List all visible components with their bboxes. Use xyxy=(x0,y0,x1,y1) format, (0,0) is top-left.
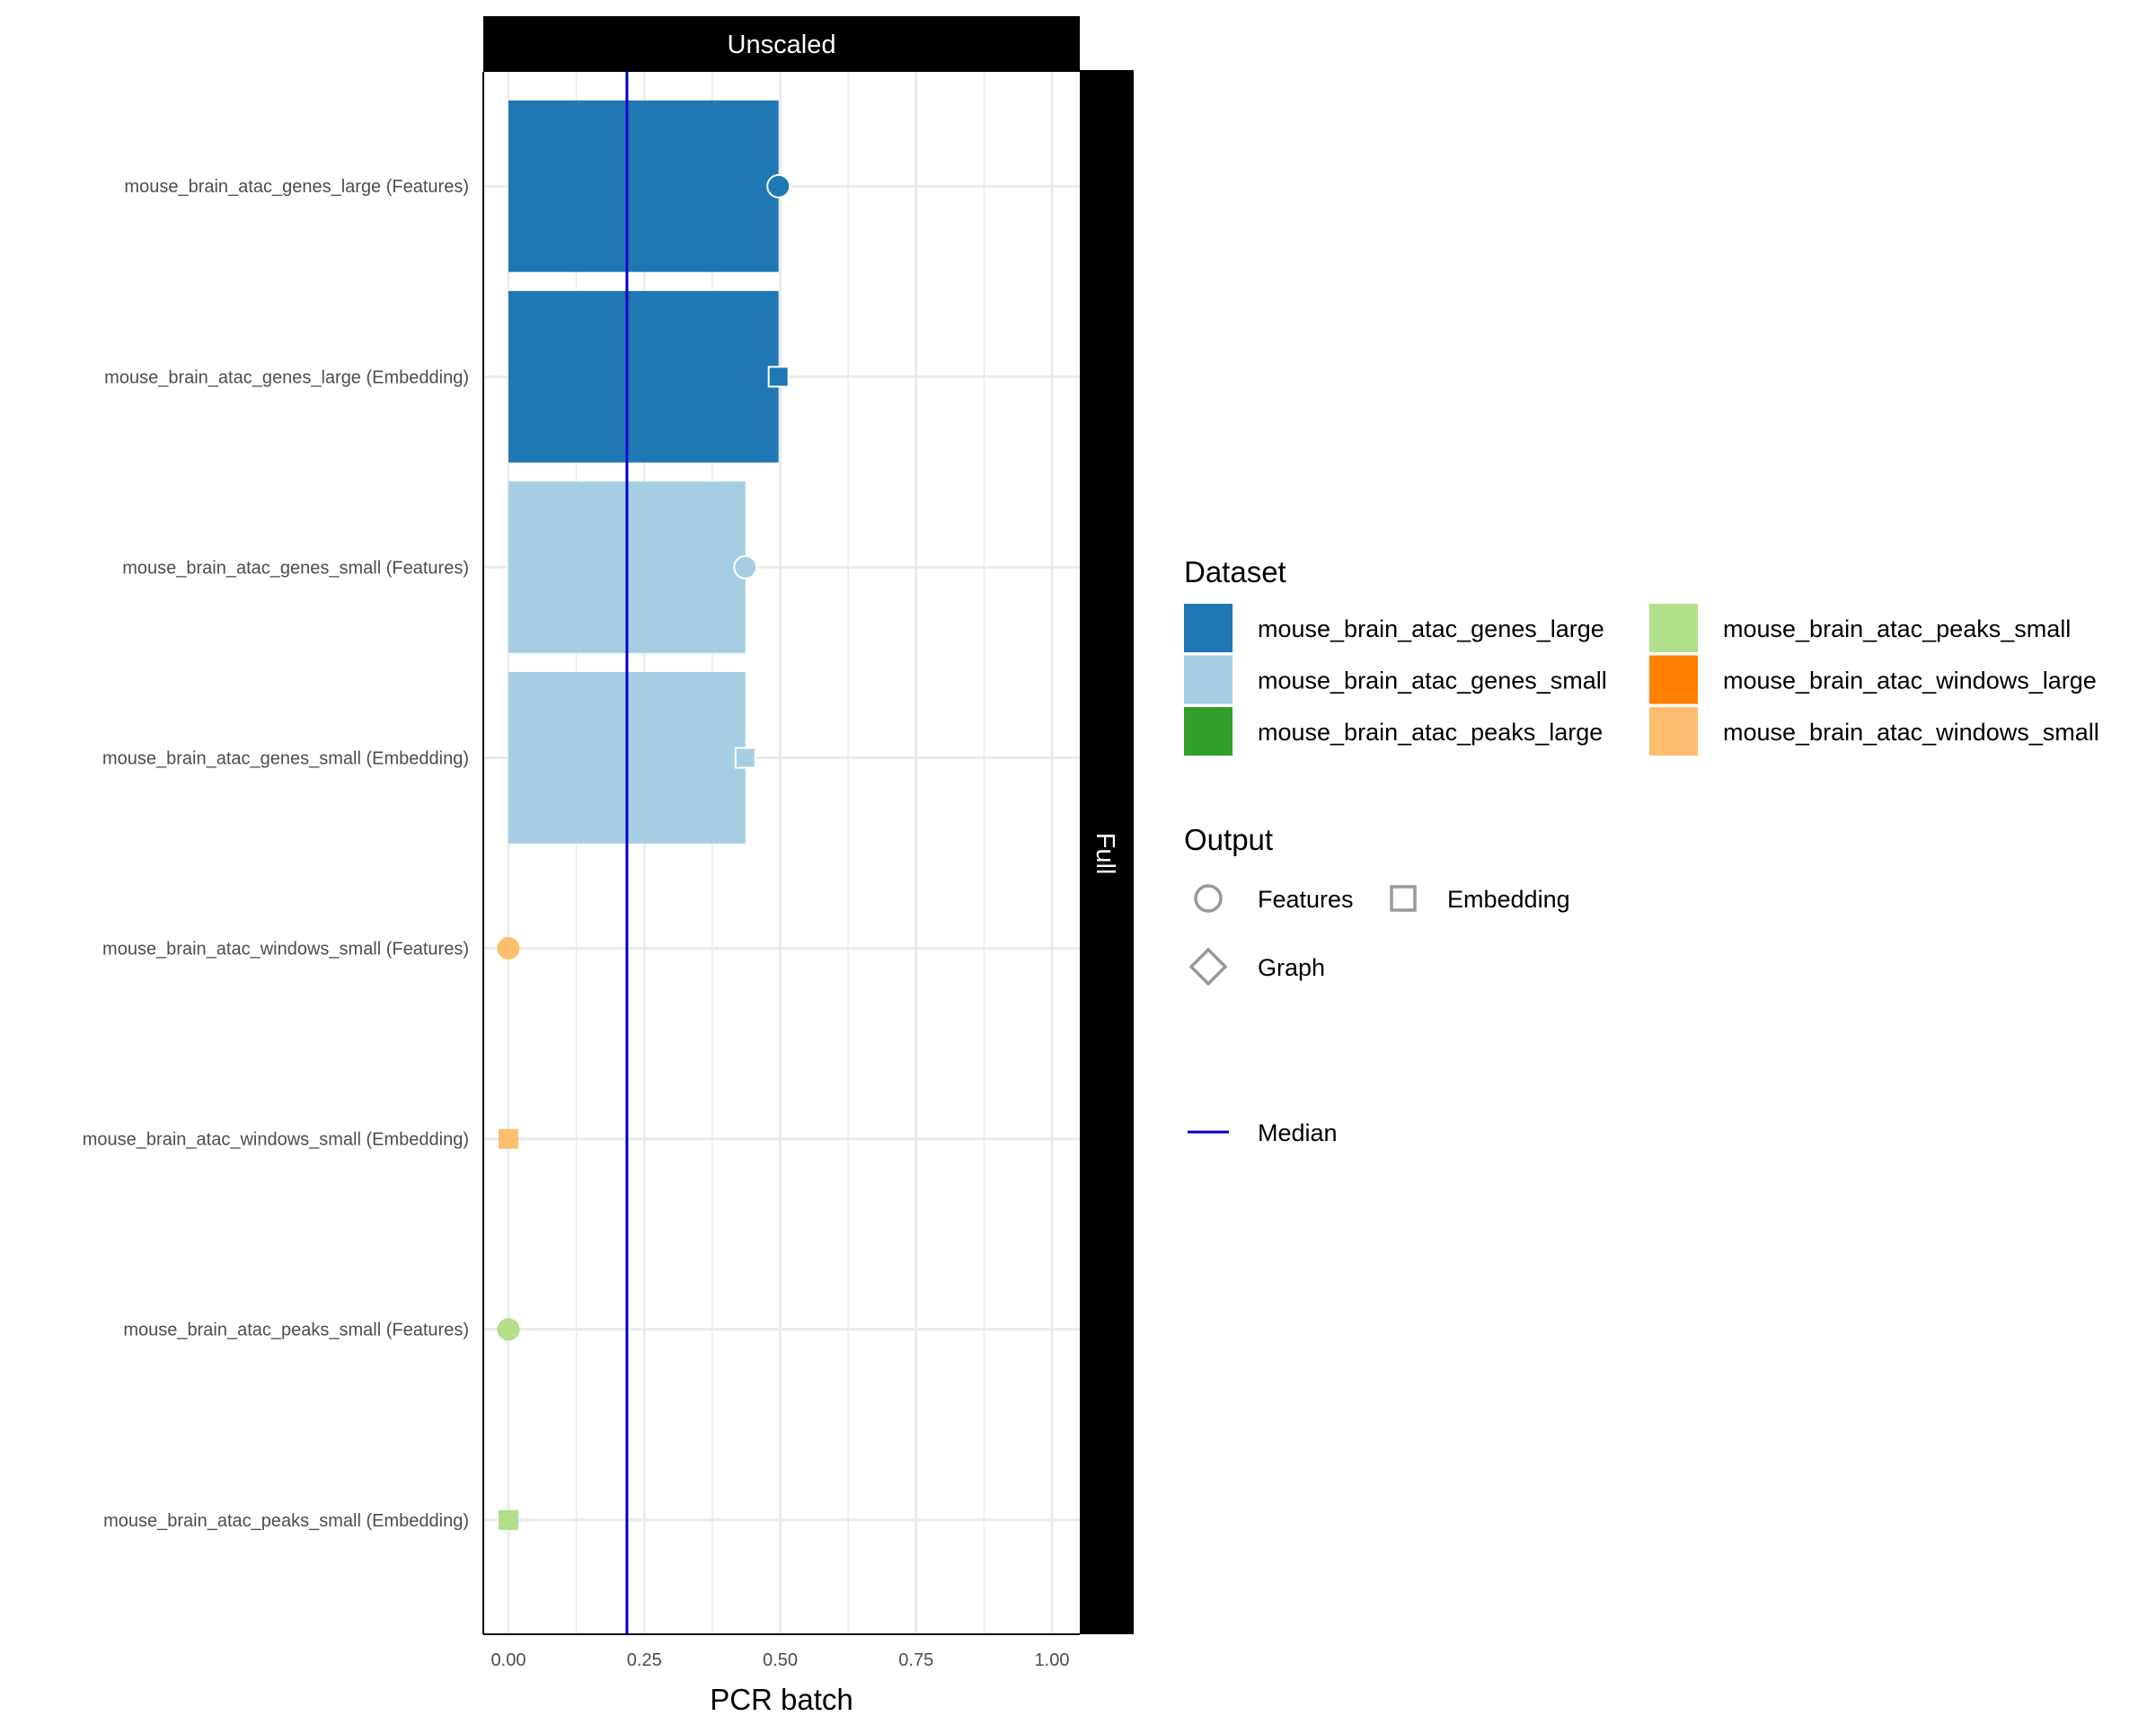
legend-swatch xyxy=(1184,604,1233,652)
data-point-square xyxy=(767,366,790,388)
facet-label-right: Full xyxy=(1091,833,1119,875)
x-tick-label: 1.00 xyxy=(1035,1650,1070,1670)
legend-swatch xyxy=(1184,655,1233,704)
data-point-circle xyxy=(497,1318,520,1341)
y-tick-label: mouse_brain_atac_peaks_small (Embedding) xyxy=(103,1511,469,1531)
data-point-circle xyxy=(733,554,758,579)
legend-output-label: Embedding xyxy=(1447,886,1570,913)
facet-strip-top xyxy=(483,16,1080,72)
axes: mouse_brain_atac_genes_large (Features) m… xyxy=(83,72,1080,1670)
legend-square-icon xyxy=(1390,885,1417,912)
data-point-circle xyxy=(497,937,520,960)
data-point-square xyxy=(734,747,756,769)
legend-dataset-label: mouse_brain_atac_peaks_small xyxy=(1723,615,2071,642)
bar xyxy=(508,100,779,272)
y-tick-label: mouse_brain_atac_genes_large (Embedding) xyxy=(104,367,469,387)
x-tick-label: 0.25 xyxy=(627,1650,662,1670)
legend-swatch xyxy=(1184,707,1233,756)
y-tick-label: mouse_brain_atac_genes_large (Features) xyxy=(124,177,469,197)
legend-title-output: Output xyxy=(1184,823,1273,856)
y-tick-label: mouse_brain_atac_genes_small (Features) xyxy=(122,558,469,578)
legend-diamond-icon xyxy=(1188,947,1228,986)
legend-dataset-label: mouse_brain_atac_peaks_large xyxy=(1258,719,1603,746)
y-tick-label: mouse_brain_atac_windows_small (Embeddin… xyxy=(83,1130,469,1150)
legend-datasets: mouse_brain_atac_genes_large mouse_brain_… xyxy=(1184,604,2099,756)
legend-dataset-label: mouse_brain_atac_genes_large xyxy=(1258,615,1604,642)
x-tick-label: 0.75 xyxy=(898,1650,933,1670)
legend-dataset-label: mouse_brain_atac_windows_large xyxy=(1723,668,2097,694)
data-point-square xyxy=(499,1509,518,1530)
x-tick-label: 0.00 xyxy=(491,1650,526,1670)
x-axis-title: PCR batch xyxy=(710,1683,853,1716)
legend-swatch xyxy=(1649,707,1698,756)
legend-circle-icon xyxy=(1194,884,1223,913)
bar xyxy=(508,290,779,463)
x-tick-label: 0.50 xyxy=(763,1650,798,1670)
legend-output-label: Graph xyxy=(1258,954,1325,981)
points xyxy=(497,173,791,1530)
legend-dataset-label: mouse_brain_atac_genes_small xyxy=(1258,668,1607,694)
legend-median-label: Median xyxy=(1258,1119,1338,1146)
y-tick-label: mouse_brain_atac_windows_small (Features… xyxy=(102,940,469,960)
legend-dataset-label: mouse_brain_atac_windows_small xyxy=(1723,719,2099,746)
data-point-circle xyxy=(766,173,791,199)
facet-label-top: Unscaled xyxy=(728,31,836,59)
legend: Dataset mouse_brain_atac_genes_largemous… xyxy=(1184,555,2099,1146)
facet-strip-right xyxy=(1080,70,1134,1634)
y-tick-label: mouse_brain_atac_peaks_small (Features) xyxy=(123,1321,469,1340)
legend-outputs: Features Embedding Graph xyxy=(1188,884,1570,986)
legend-output-label: Features xyxy=(1258,886,1354,913)
y-tick-label: mouse_brain_atac_genes_small (Embedding) xyxy=(102,748,469,768)
data-point-square xyxy=(499,1128,518,1149)
legend-title-dataset: Dataset xyxy=(1184,555,1286,588)
legend-swatch xyxy=(1649,604,1698,652)
legend-swatch xyxy=(1649,655,1698,704)
